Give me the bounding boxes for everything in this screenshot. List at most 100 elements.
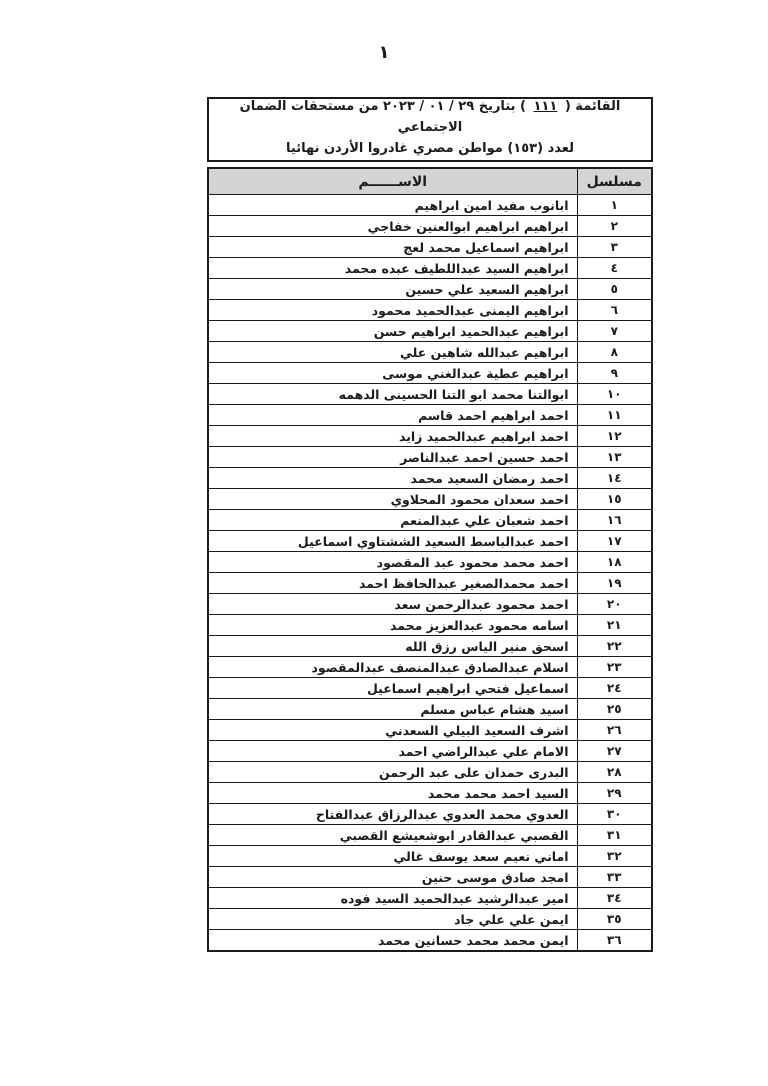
name-cell: ابراهيم عبدالحميد ابراهيم حسن — [207, 320, 578, 342]
list-number: ١١١ — [533, 99, 558, 115]
serial-cell: ٣٢ — [576, 845, 653, 867]
table-row: ٢٥ اسيد هشام عباس مسلم — [207, 698, 653, 720]
name-cell: القصبي عبدالقادر ابوشعيشع القصبي — [207, 824, 578, 846]
name-cell: احمد ابراهيم عبدالحميد زايد — [207, 425, 578, 447]
name-cell: اماني نعيم سعد يوسف غالي — [207, 845, 578, 867]
table-row: ٣٣ امجد صادق موسى حنين — [207, 866, 653, 888]
table-row: ١٢ احمد ابراهيم عبدالحميد زايد — [207, 425, 653, 447]
name-cell: ابراهيم السعيد علي حسين — [207, 278, 578, 300]
header-line-1: القائمة ( ١١١ ) بتاريخ ٢٩ / ٠١ / ٢٠٢٣ من… — [213, 97, 647, 139]
table-row: ٦ ابراهيم اليمنى عبدالحميد محمود — [207, 299, 653, 321]
name-cell: السيد احمد محمد محمد — [207, 782, 578, 804]
name-cell: احمد سعدان محمود المحلاوي — [207, 488, 578, 510]
serial-cell: ٣٦ — [576, 929, 653, 952]
table-row: ٢٧ الامام علي عبدالراضي احمد — [207, 740, 653, 762]
serial-cell: ١٦ — [576, 509, 653, 531]
table-row: ٢٠ احمد محمود عبدالرحمن سعد — [207, 593, 653, 615]
name-column-header: الاســــــم — [207, 167, 578, 195]
serial-cell: ١٩ — [576, 572, 653, 594]
name-cell: ابراهيم اسماعيل محمد لعج — [207, 236, 578, 258]
table-row: ٨ ابراهيم عبدالله شاهين علي — [207, 341, 653, 363]
header-line1-prefix: القائمة ( — [560, 99, 621, 115]
name-cell: احمد عبدالباسط السعيد الششتاوي اسماعيل — [207, 530, 578, 552]
serial-cell: ١٣ — [576, 446, 653, 468]
name-cell: احمد محمد محمود عبد المقصود — [207, 551, 578, 573]
serial-cell: ٩ — [576, 362, 653, 384]
table-row: ١٦ احمد شعبان علي عبدالمنعم — [207, 509, 653, 531]
name-cell: البدرى حمدان على عبد الرحمن — [207, 761, 578, 783]
name-cell: احمد محمود عبدالرحمن سعد — [207, 593, 578, 615]
name-cell: اشرف السعيد البيلي السعدني — [207, 719, 578, 741]
content-block: القائمة ( ١١١ ) بتاريخ ٢٩ / ٠١ / ٢٠٢٣ من… — [207, 97, 653, 952]
serial-cell: ٢٦ — [576, 719, 653, 741]
table-row: ١٥ احمد سعدان محمود المحلاوي — [207, 488, 653, 510]
table-row: ١٣ احمد حسين احمد عبدالناصر — [207, 446, 653, 468]
serial-cell: ١٧ — [576, 530, 653, 552]
serial-cell: ٢٨ — [576, 761, 653, 783]
serial-cell: ١٥ — [576, 488, 653, 510]
name-cell: ابراهيم السيد عبداللطيف عبده محمد — [207, 257, 578, 279]
table-row: ٣٤ امير عبدالرشيد عبدالحميد السيد فوده — [207, 887, 653, 909]
table-row: ٢٦ اشرف السعيد البيلي السعدني — [207, 719, 653, 741]
name-cell: احمد ابراهيم احمد قاسم — [207, 404, 578, 426]
table-header-row: مسلسل الاســــــم — [207, 167, 653, 195]
serial-cell: ١١ — [576, 404, 653, 426]
table-header: مسلسل الاســــــم — [207, 167, 653, 195]
table-row: ٣٥ ايمن علي علي جاد — [207, 908, 653, 930]
table-row: ١٠ ابوالتنا محمد ابو التنا الحسينى الدهمه — [207, 383, 653, 405]
table-row: ٢٩ السيد احمد محمد محمد — [207, 782, 653, 804]
serial-cell: ٤ — [576, 257, 653, 279]
table-row: ٣٦ ايمن محمد محمد حسانين محمد — [207, 929, 653, 952]
name-cell: ابوالتنا محمد ابو التنا الحسينى الدهمه — [207, 383, 578, 405]
serial-cell: ٧ — [576, 320, 653, 342]
table-body: ١ ابانوب مفيد امين ابراهيم ٢ ابراهيم ابراهي… — [207, 194, 653, 952]
page-number: ١ — [378, 42, 390, 63]
table-row: ١٩ احمد محمدالصغير عبدالحافظ احمد — [207, 572, 653, 594]
serial-cell: ١٢ — [576, 425, 653, 447]
serial-cell: ٢١ — [576, 614, 653, 636]
serial-cell: ٣٥ — [576, 908, 653, 930]
table-row: ٢٣ اسلام عبدالصادق عبدالمنصف عبدالمقصود — [207, 656, 653, 678]
table-row: ١١ احمد ابراهيم احمد قاسم — [207, 404, 653, 426]
name-cell: ابراهيم اليمنى عبدالحميد محمود — [207, 299, 578, 321]
name-cell: ابراهيم عبدالله شاهين علي — [207, 341, 578, 363]
name-cell: احمد شعبان علي عبدالمنعم — [207, 509, 578, 531]
name-cell: احمد حسين احمد عبدالناصر — [207, 446, 578, 468]
name-cell: امجد صادق موسى حنين — [207, 866, 578, 888]
name-cell: ابراهيم عطية عبدالغني موسى — [207, 362, 578, 384]
serial-cell: ٨ — [576, 341, 653, 363]
name-cell: اسماعيل فتحي ابراهيم اسماعيل — [207, 677, 578, 699]
table-row: ٣٠ العدوي محمد العدوي عبدالرزاق عبدالفتاح — [207, 803, 653, 825]
serial-cell: ١٨ — [576, 551, 653, 573]
serial-cell: ٢٧ — [576, 740, 653, 762]
serial-cell: ٣٤ — [576, 887, 653, 909]
table-row: ١٤ احمد رمضان السعيد محمد — [207, 467, 653, 489]
table-row: ٢٢ اسحق منير الياس رزق الله — [207, 635, 653, 657]
table-row: ٣ ابراهيم اسماعيل محمد لعج — [207, 236, 653, 258]
serial-cell: ٢٠ — [576, 593, 653, 615]
table-row: ٣١ القصبي عبدالقادر ابوشعيشع القصبي — [207, 824, 653, 846]
name-cell: ايمن علي علي جاد — [207, 908, 578, 930]
serial-cell: ٣٣ — [576, 866, 653, 888]
header-line1-suffix: ) بتاريخ ٢٩ / ٠١ / ٢٠٢٣ من مستحقات الضما… — [239, 99, 531, 136]
name-cell: العدوي محمد العدوي عبدالرزاق عبدالفتاح — [207, 803, 578, 825]
header-line-2: لعدد (١٥٣) مواطن مصري غادروا الأردن نهائ… — [286, 140, 574, 156]
serial-cell: ١٠ — [576, 383, 653, 405]
name-cell: احمد رمضان السعيد محمد — [207, 467, 578, 489]
serial-cell: ١٤ — [576, 467, 653, 489]
serial-cell: ٢٩ — [576, 782, 653, 804]
table-row: ١٨ احمد محمد محمود عبد المقصود — [207, 551, 653, 573]
serial-cell: ١ — [576, 194, 653, 216]
serial-cell: ٦ — [576, 299, 653, 321]
name-cell: الامام علي عبدالراضي احمد — [207, 740, 578, 762]
table-row: ٩ ابراهيم عطية عبدالغني موسى — [207, 362, 653, 384]
serial-cell: ٢ — [576, 215, 653, 237]
serial-cell: ٣ — [576, 236, 653, 258]
name-cell: احمد محمدالصغير عبدالحافظ احمد — [207, 572, 578, 594]
table-row: ٢٨ البدرى حمدان على عبد الرحمن — [207, 761, 653, 783]
serial-column-header: مسلسل — [576, 167, 653, 195]
name-cell: ابراهيم ابراهيم ابوالعنين خفاجي — [207, 215, 578, 237]
serial-cell: ٣١ — [576, 824, 653, 846]
serial-cell: ٢٣ — [576, 656, 653, 678]
